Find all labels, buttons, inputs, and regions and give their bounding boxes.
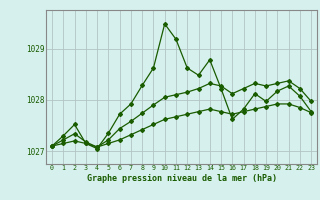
- X-axis label: Graphe pression niveau de la mer (hPa): Graphe pression niveau de la mer (hPa): [87, 174, 276, 183]
